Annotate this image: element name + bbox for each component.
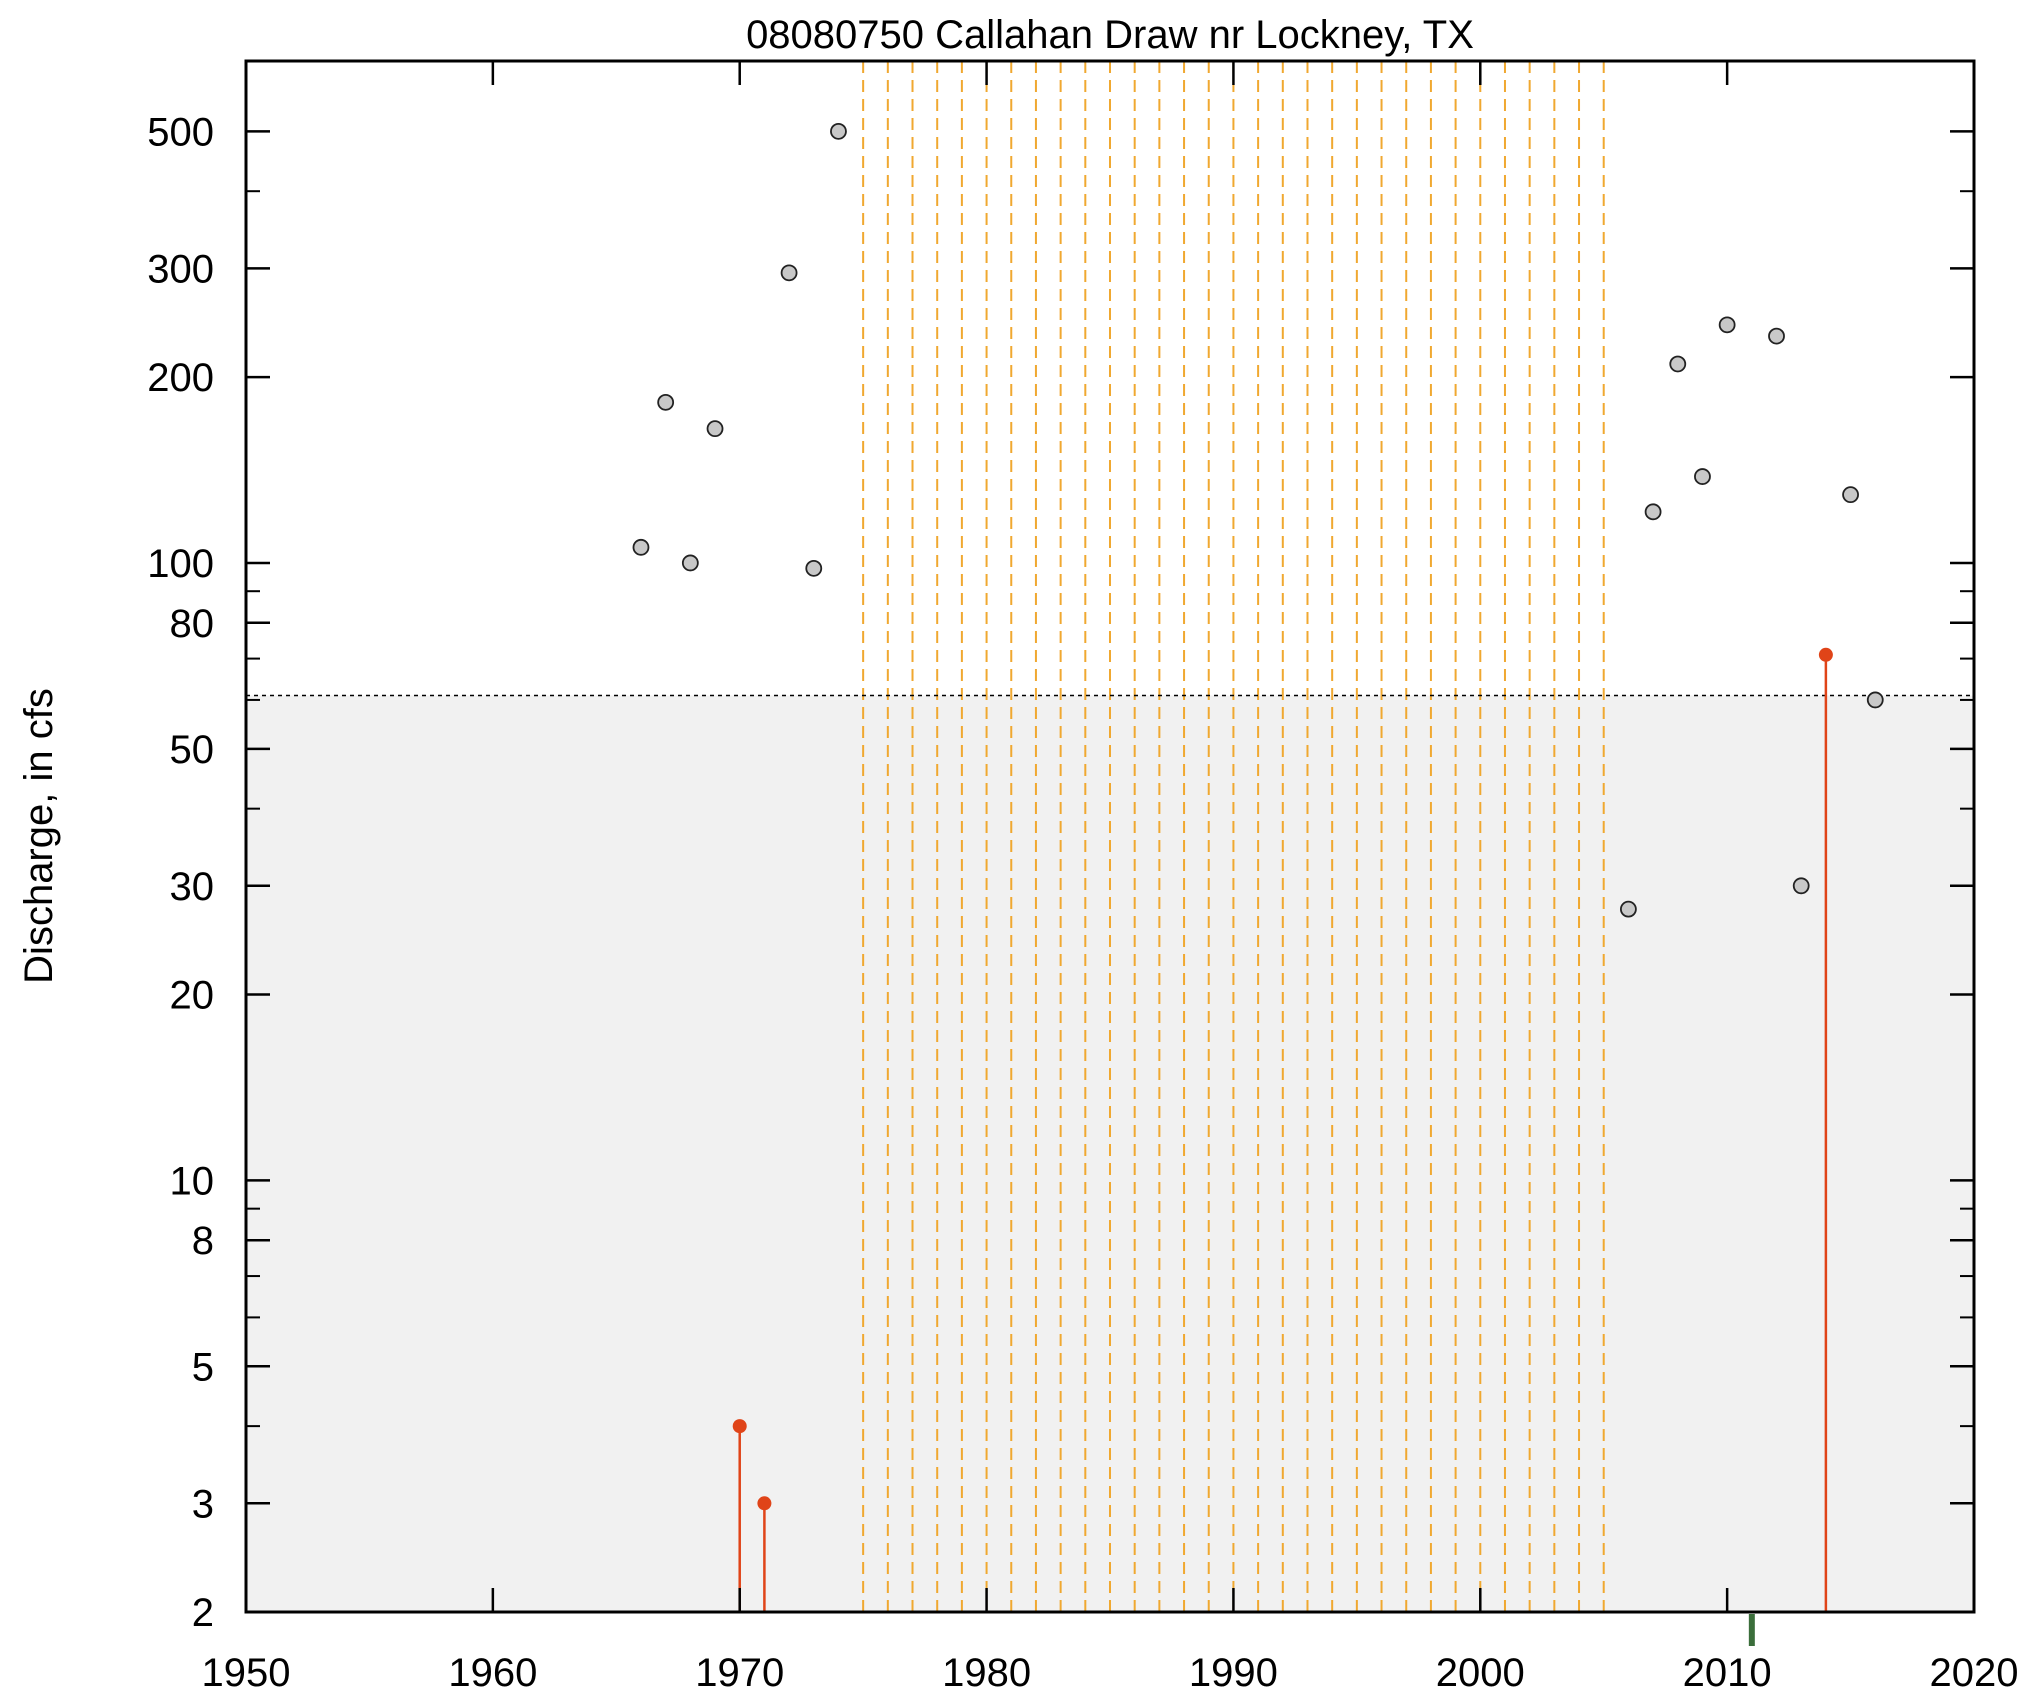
- y-tick-label: 8: [192, 1219, 214, 1263]
- data-point: [632, 538, 650, 556]
- stem-point: [1818, 647, 1833, 662]
- data-point: [1694, 468, 1711, 485]
- data-point: [780, 264, 798, 282]
- y-tick-label: 30: [170, 865, 215, 909]
- y-axis-ticks: 2 3 5 8 10 20 30 50 80 100 200 300 500: [147, 110, 1974, 1635]
- x-tick-label: 2020: [1930, 1651, 2019, 1695]
- y-tick-label: 3: [192, 1482, 214, 1526]
- y-tick-label: 20: [170, 974, 215, 1018]
- y-tick-label: 300: [147, 247, 214, 291]
- data-point: [1718, 316, 1736, 334]
- x-tick-label: 2010: [1683, 1651, 1772, 1695]
- x-tick-label: 1990: [1189, 1651, 1278, 1695]
- data-point: [830, 122, 847, 140]
- x-tick-label: 1980: [942, 1651, 1031, 1695]
- data-point: [706, 420, 724, 438]
- y-tick-label: 5: [192, 1345, 214, 1389]
- stem-point: [732, 1419, 747, 1434]
- data-point: [1669, 355, 1687, 373]
- data-point: [1620, 900, 1637, 918]
- data-point: [1792, 877, 1810, 895]
- data-point: [681, 554, 699, 572]
- gap-year-lines: [862, 61, 1605, 1612]
- plot-frame: [244, 59, 1976, 1614]
- y-axis-label: Discharge, in cfs: [17, 688, 61, 984]
- stem-point: [757, 1496, 772, 1511]
- data-point: [1842, 486, 1859, 504]
- x-tick-label: 1950: [202, 1651, 291, 1695]
- x-axis-ticks: 1950 1960 1970 1980 1990 2000 2010 2020: [202, 61, 2019, 1695]
- x-tick-label: 1960: [448, 1651, 537, 1695]
- data-point: [805, 559, 823, 577]
- data-point: [1644, 503, 1662, 521]
- y-tick-label: 100: [147, 542, 214, 586]
- y-tick-label: 10: [170, 1159, 215, 1203]
- x-tick-label: 2000: [1436, 1651, 1525, 1695]
- y-tick-label: 50: [170, 728, 215, 772]
- y-tick-label: 2: [192, 1591, 214, 1635]
- stem-series: [732, 647, 1833, 1612]
- y-tick-label: 200: [147, 356, 214, 400]
- peak-points: [632, 122, 1884, 918]
- data-point: [1768, 327, 1785, 345]
- y-tick-label: 80: [170, 602, 215, 646]
- data-point: [657, 393, 675, 411]
- chart-title: 08080750 Callahan Draw nr Lockney, TX: [746, 13, 1474, 57]
- data-point: [1866, 691, 1884, 709]
- y-tick-label: 500: [147, 110, 214, 154]
- x-tick-label: 1970: [695, 1651, 784, 1695]
